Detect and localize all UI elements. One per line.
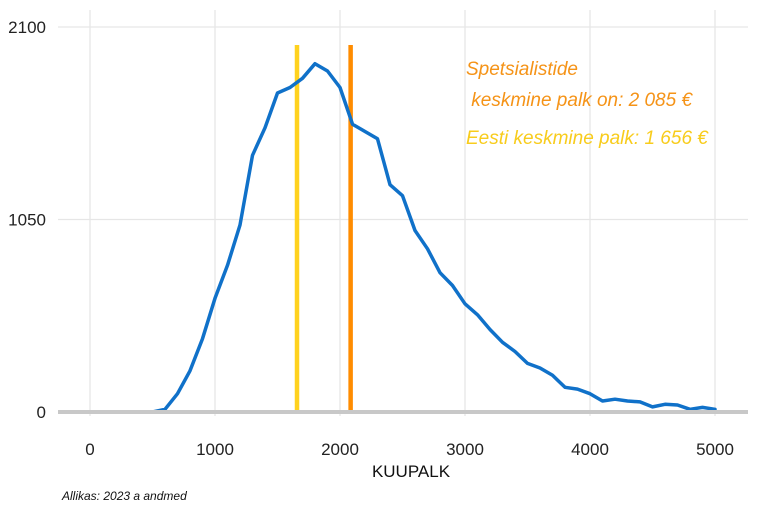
series-line — [150, 61, 717, 414]
x-axis-title: KUUPALK — [372, 462, 451, 481]
x-tick-label: 4000 — [571, 440, 609, 459]
series-layer — [150, 61, 717, 414]
y-tick-labels: 0 1050 2100 — [8, 18, 46, 422]
reference-lines — [294, 45, 353, 412]
x-tick-label: 0 — [85, 440, 94, 459]
x-tick-labels: 0 1000 2000 3000 4000 5000 — [85, 440, 734, 459]
x-tick-label: 5000 — [696, 440, 734, 459]
x-tick-label: 1000 — [196, 440, 234, 459]
annotation-estonia-average: Eesti keskmine palk: 1 656 € — [466, 128, 709, 149]
y-tick-label: 1050 — [8, 211, 46, 230]
source-note: Allikas: 2023 a andmed — [61, 489, 187, 503]
y-tick-label: 0 — [37, 403, 46, 422]
x-tick-label: 2000 — [321, 440, 359, 459]
y-tick-label: 2100 — [8, 18, 46, 37]
grid-lines — [58, 10, 748, 416]
annotation-specialists-line2: keskmine palk on: 2 085 € — [466, 90, 693, 111]
annotation-specialists-line1: Spetsialistide — [466, 59, 578, 80]
x-tick-label: 3000 — [446, 440, 484, 459]
